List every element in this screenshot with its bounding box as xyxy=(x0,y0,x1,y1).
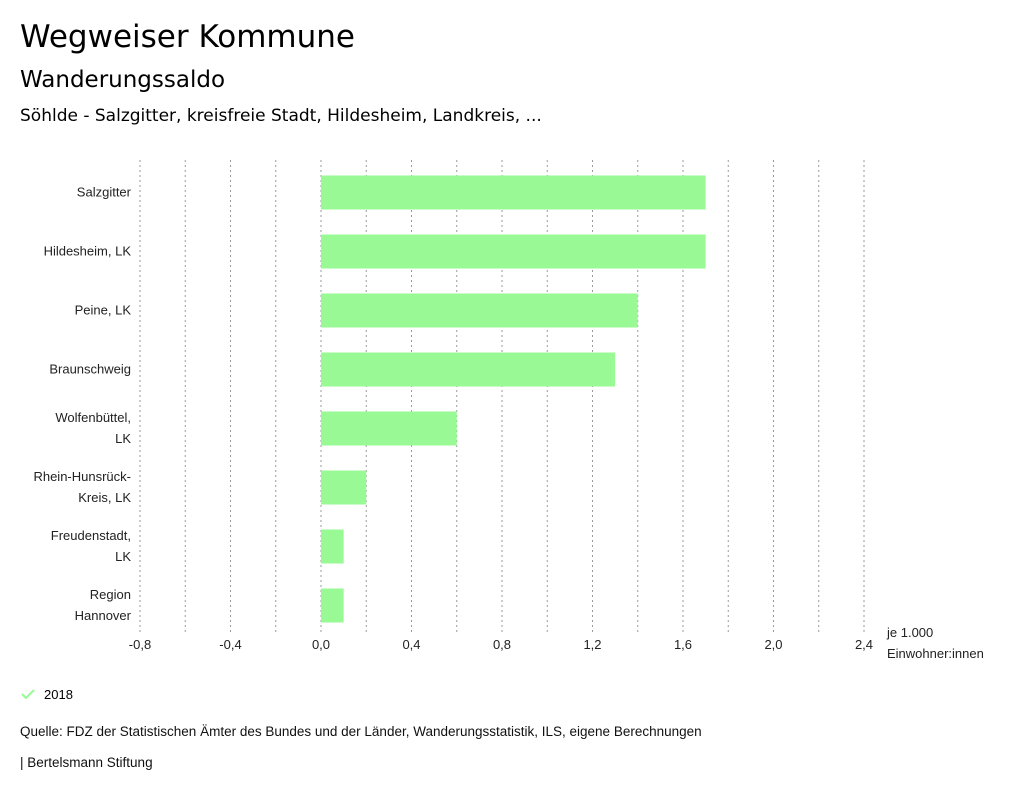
category-label: LK xyxy=(115,549,131,564)
x-axis-unit-label: je 1.000 xyxy=(886,625,933,640)
category-label: Braunschweig xyxy=(49,362,131,377)
source-note: Quelle: FDZ der Statistischen Ämter des … xyxy=(20,724,702,739)
bar[interactable] xyxy=(321,470,367,505)
category-label: Wolfenbüttel, xyxy=(55,410,131,425)
x-tick-label: 1,2 xyxy=(583,637,601,652)
bar[interactable] xyxy=(321,234,706,269)
category-label: Hildesheim, LK xyxy=(44,244,132,259)
x-tick-label: 0,8 xyxy=(493,637,511,652)
legend[interactable]: 2018 xyxy=(20,684,73,704)
page-title: Wegweiser Kommune xyxy=(20,19,355,55)
bar[interactable] xyxy=(321,588,344,623)
x-tick-label: 1,6 xyxy=(674,637,692,652)
x-axis-unit-label: Einwohner:innen xyxy=(887,646,984,661)
x-tick-label: 2,0 xyxy=(764,637,782,652)
x-tick-label: -0,8 xyxy=(129,637,151,652)
category-label: Rhein-Hunsrück- xyxy=(33,469,131,484)
legend-label: 2018 xyxy=(44,686,73,702)
category-label: Freudenstadt, xyxy=(51,528,131,543)
category-label: Region xyxy=(90,587,131,602)
credit-note: | Bertelsmann Stiftung xyxy=(20,755,153,770)
bar[interactable] xyxy=(321,293,638,328)
check-icon xyxy=(21,689,35,700)
x-tick-label: 0,4 xyxy=(402,637,420,652)
region-subtitle: Söhlde - Salzgitter, kreisfreie Stadt, H… xyxy=(20,106,542,126)
category-label: Hannover xyxy=(75,608,132,623)
x-tick-label: -0,4 xyxy=(219,637,241,652)
x-tick-label: 0,0 xyxy=(312,637,330,652)
bar[interactable] xyxy=(321,352,616,387)
bar-chart: -0,8 -0,4 0,0 0,4 0,8 1,2 1,6 2,0 2,4 je 1.000 Ein… xyxy=(33,160,984,661)
category-label: LK xyxy=(115,431,131,446)
chart-subtitle: Wanderungssaldo xyxy=(20,67,226,93)
x-tick-label: 2,4 xyxy=(855,637,873,652)
category-label: Salzgitter xyxy=(77,185,132,200)
category-label: Kreis, LK xyxy=(78,490,131,505)
bar[interactable] xyxy=(321,529,344,564)
bar[interactable] xyxy=(321,175,706,210)
category-label: Peine, LK xyxy=(75,303,132,318)
bar[interactable] xyxy=(321,411,457,446)
